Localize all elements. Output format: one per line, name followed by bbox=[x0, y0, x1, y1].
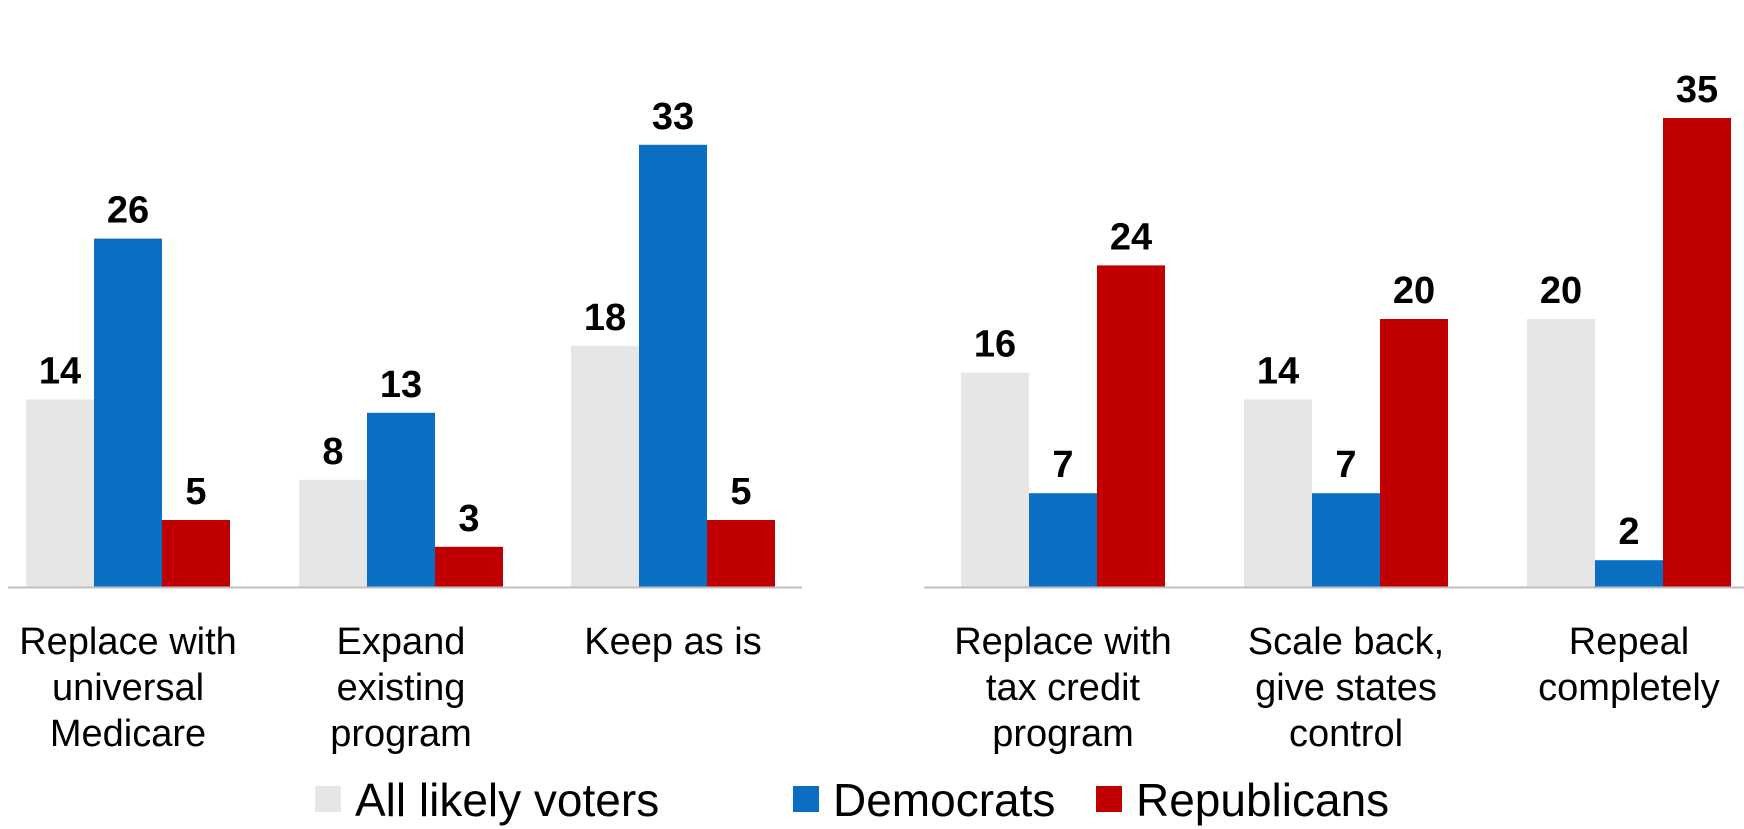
bar-republicans-replace-with-tax-credit-program bbox=[1097, 265, 1165, 587]
data-label-democrats-replace-with-universal-medicare: 26 bbox=[107, 190, 149, 232]
bar-democrats-keep-as-is bbox=[639, 144, 707, 588]
data-label-all-likely-voters-scale-back-give-states-control: 14 bbox=[1257, 350, 1299, 392]
legend-label: Democrats bbox=[833, 774, 1055, 826]
bar-all-likely-voters-replace-with-universal-medicare bbox=[26, 399, 94, 587]
category-label: Expand existing program bbox=[330, 621, 472, 755]
bar-all-likely-voters-replace-with-tax-credit-program bbox=[961, 372, 1029, 587]
category-label: Keep as is bbox=[584, 621, 761, 663]
category-label: Scale back, give states control bbox=[1248, 621, 1444, 755]
bar-all-likely-voters-keep-as-is bbox=[571, 345, 639, 587]
data-label-republicans-replace-with-tax-credit-program: 24 bbox=[1110, 216, 1152, 258]
chart-panel-1: 14 26 5 Replace with universal Medicare 8 13 3 Ex… bbox=[8, 96, 802, 755]
data-label-all-likely-voters-replace-with-tax-credit-program: 16 bbox=[974, 324, 1016, 366]
bar-republicans-scale-back-give-states-control bbox=[1380, 319, 1448, 587]
category-label: Replace with universal Medicare bbox=[19, 621, 237, 755]
bar-republicans-repeal-completely bbox=[1663, 118, 1731, 587]
bar-all-likely-voters-repeal-completely bbox=[1527, 319, 1595, 587]
category-label: Repeal completely bbox=[1538, 621, 1720, 709]
chart-panels: 14 26 5 Replace with universal Medicare 8 13 3 Ex… bbox=[8, 69, 1744, 755]
legend-item-republicans: Republicans bbox=[1096, 774, 1389, 826]
chart-legend: All likely voters Democrats Republicans bbox=[315, 774, 1389, 826]
data-label-all-likely-voters-expand-existing-program: 8 bbox=[322, 431, 343, 473]
legend-item-democrats: Democrats bbox=[793, 774, 1055, 826]
legend-swatch bbox=[315, 786, 341, 812]
bar-democrats-expand-existing-program bbox=[367, 412, 435, 587]
legend-swatch bbox=[793, 786, 819, 812]
legend-swatch bbox=[1096, 786, 1122, 812]
data-label-republicans-replace-with-universal-medicare: 5 bbox=[185, 471, 206, 513]
data-label-all-likely-voters-replace-with-universal-medicare: 14 bbox=[39, 350, 81, 392]
bar-group-scale-back-give-states-control: 14 7 20 bbox=[1244, 270, 1448, 587]
bar-democrats-scale-back-give-states-control bbox=[1312, 493, 1380, 587]
bar-democrats-repeal-completely bbox=[1595, 560, 1663, 587]
data-label-all-likely-voters-repeal-completely: 20 bbox=[1540, 270, 1582, 312]
data-label-democrats-scale-back-give-states-control: 7 bbox=[1335, 444, 1356, 486]
data-label-republicans-keep-as-is: 5 bbox=[730, 471, 751, 513]
bar-democrats-replace-with-tax-credit-program bbox=[1029, 493, 1097, 587]
bar-group-expand-existing-program: 8 13 3 bbox=[299, 364, 503, 587]
bar-group-keep-as-is: 18 33 5 bbox=[571, 96, 775, 588]
legend-item-all-likely-voters: All likely voters bbox=[315, 774, 659, 826]
bar-all-likely-voters-expand-existing-program bbox=[299, 479, 367, 587]
bar-republicans-expand-existing-program bbox=[435, 546, 503, 587]
data-label-democrats-keep-as-is: 33 bbox=[652, 96, 694, 138]
bar-all-likely-voters-scale-back-give-states-control bbox=[1244, 399, 1312, 587]
category-label: Replace with tax credit program bbox=[954, 621, 1172, 755]
data-label-democrats-repeal-completely: 2 bbox=[1618, 511, 1639, 553]
bar-republicans-replace-with-universal-medicare bbox=[162, 520, 230, 587]
data-label-all-likely-voters-keep-as-is: 18 bbox=[584, 297, 626, 339]
bar-republicans-keep-as-is bbox=[707, 520, 775, 587]
data-label-democrats-expand-existing-program: 13 bbox=[380, 364, 422, 406]
data-label-republicans-scale-back-give-states-control: 20 bbox=[1393, 270, 1435, 312]
bar-democrats-replace-with-universal-medicare bbox=[94, 238, 162, 587]
bar-group-replace-with-tax-credit-program: 16 7 24 bbox=[961, 216, 1165, 587]
data-label-republicans-expand-existing-program: 3 bbox=[458, 498, 479, 540]
legend-label: Republicans bbox=[1136, 774, 1389, 826]
legend-label: All likely voters bbox=[355, 774, 659, 826]
data-label-republicans-repeal-completely: 35 bbox=[1676, 69, 1718, 111]
data-label-democrats-replace-with-tax-credit-program: 7 bbox=[1052, 444, 1073, 486]
bar-group-repeal-completely: 20 2 35 bbox=[1527, 69, 1731, 587]
bar-group-replace-with-universal-medicare: 14 26 5 bbox=[26, 190, 230, 587]
chart-panel-2: 16 7 24 Replace with tax credit program 14 7 20 S… bbox=[924, 69, 1744, 755]
